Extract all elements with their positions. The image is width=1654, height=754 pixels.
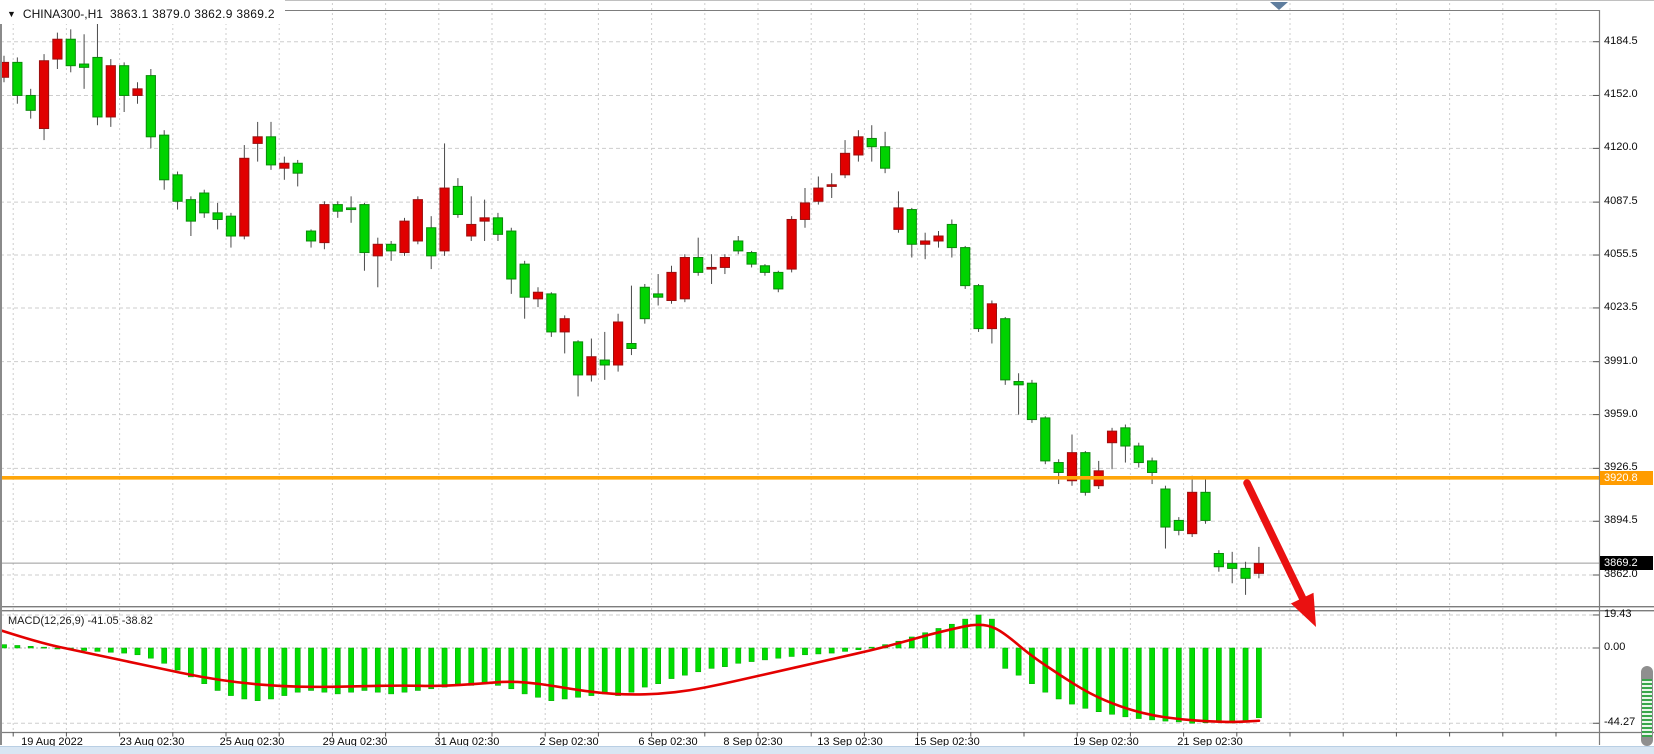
window-bottom-strip: [0, 746, 1654, 754]
hline-price-badge: 3920.8: [1600, 470, 1653, 485]
time-axis-label: 2 Sep 02:30: [539, 736, 599, 748]
chart-title-bar[interactable]: ▼ CHINA300-,H1 3863.1 3879.0 3862.9 3869…: [0, 0, 285, 24]
time-axis-label: 31 Aug 02:30: [434, 736, 500, 748]
macd-indicator-label: MACD(12,26,9) -41.05 -38.82: [8, 615, 153, 627]
current-price-badge: 3869.2: [1600, 556, 1653, 571]
time-axis-label: 15 Sep 02:30: [914, 736, 980, 748]
price-axis-label: 4087.5: [1604, 195, 1638, 208]
macd-axis-label: 19.43: [1604, 607, 1632, 620]
price-axis-label: 4120.0: [1604, 141, 1638, 154]
macd-axis-label: -44.27: [1604, 716, 1636, 729]
time-axis-label: 8 Sep 02:30: [723, 736, 783, 748]
time-axis-label: 13 Sep 02:30: [817, 736, 883, 748]
price-axis-label: 3926.5: [1604, 461, 1638, 474]
price-axis-label: 3862.0: [1604, 568, 1638, 580]
symbol-dropdown-icon[interactable]: ▼: [7, 8, 16, 19]
time-axis-label: 25 Aug 02:30: [219, 736, 285, 748]
price-axis-label: 4055.5: [1604, 248, 1638, 261]
price-axis-label: 4184.5: [1604, 34, 1638, 47]
price-axis-label: 3959.0: [1604, 407, 1638, 420]
chart-shift-marker-icon[interactable]: [1270, 2, 1288, 10]
price-axis-label: 3991.0: [1604, 354, 1638, 367]
macd-values: -41.05 -38.82: [87, 615, 153, 627]
price-axis-label: 4152.0: [1604, 88, 1638, 101]
macd-name: MACD(12,26,9): [8, 615, 85, 627]
macd-axis-label: 0.00: [1604, 641, 1626, 653]
time-axis-label: 29 Aug 02:30: [322, 736, 388, 748]
scrollbar-stripes-icon: [1642, 679, 1652, 737]
symbol-timeframe: CHINA300-,H1: [22, 6, 103, 21]
time-axis-label: 6 Sep 02:30: [638, 736, 698, 748]
time-axis-label: 23 Aug 02:30: [119, 736, 185, 748]
title-ohlc-values: 3863.1 3879.0 3862.9 3869.2: [109, 6, 275, 21]
price-axis-label: 3894.5: [1604, 514, 1638, 527]
time-axis-label: 21 Sep 02:30: [1177, 736, 1243, 748]
time-axis-label: 19 Sep 02:30: [1073, 736, 1139, 748]
price-axis-label: 4023.5: [1604, 300, 1638, 313]
scrollbar-thumb[interactable]: [1641, 666, 1653, 746]
time-axis-label: 19 Aug 2022: [21, 736, 83, 748]
